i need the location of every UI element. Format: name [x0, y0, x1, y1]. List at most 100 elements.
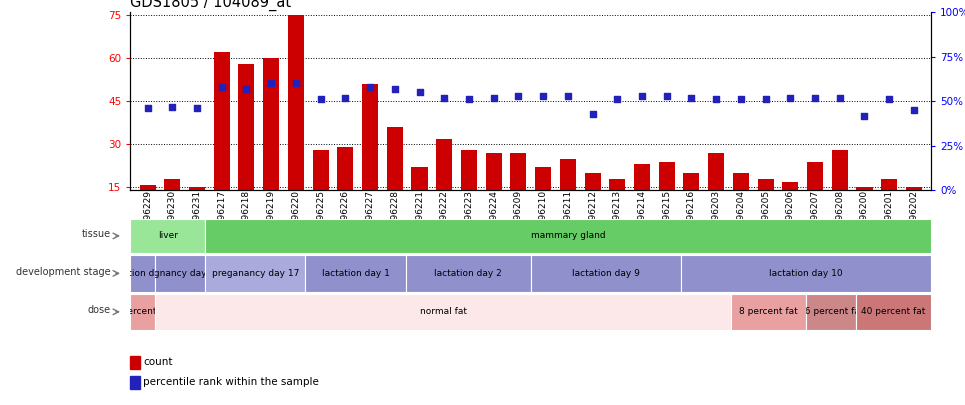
Text: tissue: tissue	[81, 229, 110, 239]
Bar	[263, 58, 279, 230]
Text: GSM96208: GSM96208	[836, 190, 844, 239]
Point	[510, 93, 526, 99]
Point	[857, 112, 872, 119]
Bar	[461, 150, 477, 230]
Bar	[609, 179, 625, 230]
Text: GSM96227: GSM96227	[366, 190, 374, 239]
Point	[387, 85, 402, 92]
Bar	[683, 173, 700, 230]
Bar	[832, 150, 848, 230]
Text: count: count	[143, 357, 173, 367]
Point	[560, 93, 575, 99]
Text: dose: dose	[87, 305, 110, 315]
Text: GSM96212: GSM96212	[588, 190, 597, 239]
Bar	[362, 84, 378, 230]
Point	[733, 96, 749, 103]
Bar	[585, 173, 600, 230]
Bar	[758, 179, 774, 230]
Point	[536, 93, 551, 99]
Point	[758, 96, 773, 103]
Text: mammary gland: mammary gland	[531, 231, 606, 241]
Point	[189, 105, 205, 112]
Bar	[313, 150, 329, 230]
Point	[708, 96, 724, 103]
Text: GSM96201: GSM96201	[885, 190, 894, 239]
Text: GSM96200: GSM96200	[860, 190, 869, 239]
Text: GSM96203: GSM96203	[711, 190, 721, 239]
Text: development stage: development stage	[15, 266, 110, 277]
Bar	[436, 139, 453, 230]
Point	[486, 94, 502, 101]
Text: GSM96225: GSM96225	[317, 190, 325, 239]
Text: 8 percent fat: 8 percent fat	[739, 307, 798, 316]
Text: GSM96206: GSM96206	[786, 190, 795, 239]
Point	[906, 107, 922, 113]
Point	[313, 96, 328, 103]
Bar	[906, 188, 922, 230]
Text: GSM96230: GSM96230	[168, 190, 177, 239]
Bar	[130, 356, 140, 369]
Bar	[857, 188, 872, 230]
Text: GSM96221: GSM96221	[415, 190, 424, 239]
Bar	[535, 167, 551, 230]
Text: GSM96226: GSM96226	[341, 190, 350, 239]
Text: GSM96214: GSM96214	[638, 190, 647, 239]
Text: liver: liver	[158, 231, 178, 241]
Text: GSM96220: GSM96220	[291, 190, 300, 239]
Bar	[130, 376, 140, 389]
Bar	[485, 153, 502, 230]
Bar	[189, 188, 205, 230]
Bar	[411, 167, 427, 230]
Point	[412, 89, 427, 96]
Bar	[164, 179, 180, 230]
Text: lactation day 2: lactation day 2	[434, 269, 502, 278]
Text: GSM96222: GSM96222	[440, 190, 449, 239]
Point	[362, 84, 377, 90]
Point	[436, 94, 452, 101]
Text: percentile rank within the sample: percentile rank within the sample	[143, 377, 319, 387]
Point	[610, 96, 625, 103]
Point	[783, 94, 798, 101]
Point	[238, 85, 254, 92]
Text: GDS1805 / 104089_at: GDS1805 / 104089_at	[130, 0, 291, 11]
Text: GSM96216: GSM96216	[687, 190, 696, 239]
Point	[585, 111, 600, 117]
Text: GSM96218: GSM96218	[242, 190, 251, 239]
Text: GSM96205: GSM96205	[761, 190, 770, 239]
Text: GSM96202: GSM96202	[909, 190, 919, 239]
Point	[832, 94, 847, 101]
Text: normal fat: normal fat	[420, 307, 467, 316]
Text: 16 percent fat: 16 percent fat	[799, 307, 864, 316]
Text: GSM96229: GSM96229	[143, 190, 152, 239]
Bar	[732, 173, 749, 230]
Bar	[288, 15, 304, 230]
Bar	[140, 185, 155, 230]
Point	[881, 96, 896, 103]
Bar	[560, 159, 576, 230]
Text: GSM96207: GSM96207	[811, 190, 819, 239]
Point	[338, 94, 353, 101]
Text: GSM96211: GSM96211	[564, 190, 572, 239]
Point	[289, 80, 304, 87]
Point	[461, 96, 477, 103]
Bar	[807, 162, 823, 230]
Text: lactation day 10: lactation day 10	[106, 269, 179, 278]
Text: lactation day 10: lactation day 10	[769, 269, 842, 278]
Point	[659, 93, 675, 99]
Text: lactation day 9: lactation day 9	[572, 269, 640, 278]
Bar	[238, 64, 255, 230]
Bar	[634, 164, 650, 230]
Text: GSM96210: GSM96210	[538, 190, 547, 239]
Text: pregnancy day 12: pregnancy day 12	[140, 269, 221, 278]
Point	[634, 93, 649, 99]
Text: 8 percent fat: 8 percent fat	[114, 307, 172, 316]
Text: GSM96217: GSM96217	[217, 190, 226, 239]
Point	[684, 94, 700, 101]
Text: GSM96223: GSM96223	[464, 190, 474, 239]
Text: GSM96215: GSM96215	[662, 190, 672, 239]
Text: GSM96209: GSM96209	[514, 190, 523, 239]
Text: GSM96231: GSM96231	[193, 190, 202, 239]
Point	[140, 105, 155, 112]
Point	[165, 103, 180, 110]
Bar	[338, 147, 353, 230]
